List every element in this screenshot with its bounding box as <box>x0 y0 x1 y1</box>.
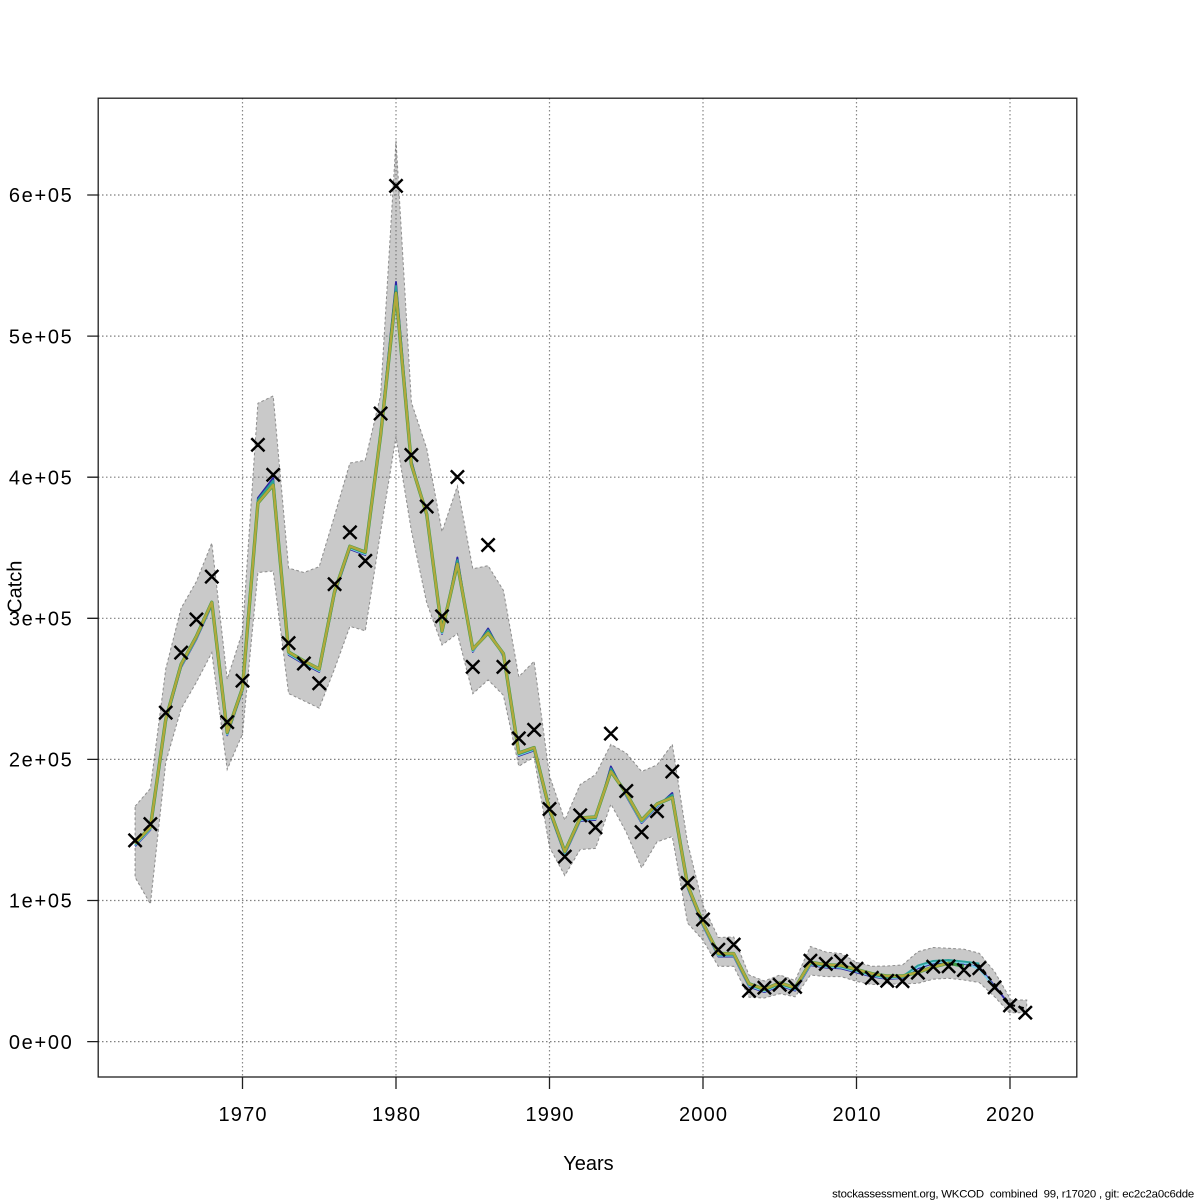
svg-text:2010: 2010 <box>832 1104 881 1126</box>
svg-text:Catch: Catch <box>5 561 27 613</box>
svg-text:1980: 1980 <box>372 1104 421 1126</box>
svg-text:Years: Years <box>563 1153 613 1175</box>
svg-text:4e+05: 4e+05 <box>9 467 74 489</box>
svg-text:2e+05: 2e+05 <box>9 750 74 772</box>
svg-text:2020: 2020 <box>986 1104 1035 1126</box>
svg-text:0e+00: 0e+00 <box>9 1032 74 1054</box>
svg-text:5e+05: 5e+05 <box>9 326 74 348</box>
svg-text:2000: 2000 <box>679 1104 728 1126</box>
svg-text:1e+05: 1e+05 <box>9 891 74 913</box>
svg-text:3e+05: 3e+05 <box>9 609 74 631</box>
svg-text:stockassessment.org, WKCOD co: stockassessment.org, WKCOD combined 99, … <box>832 1188 1194 1200</box>
svg-text:1990: 1990 <box>525 1104 574 1126</box>
svg-text:1970: 1970 <box>218 1104 267 1126</box>
svg-text:6e+05: 6e+05 <box>9 185 74 207</box>
